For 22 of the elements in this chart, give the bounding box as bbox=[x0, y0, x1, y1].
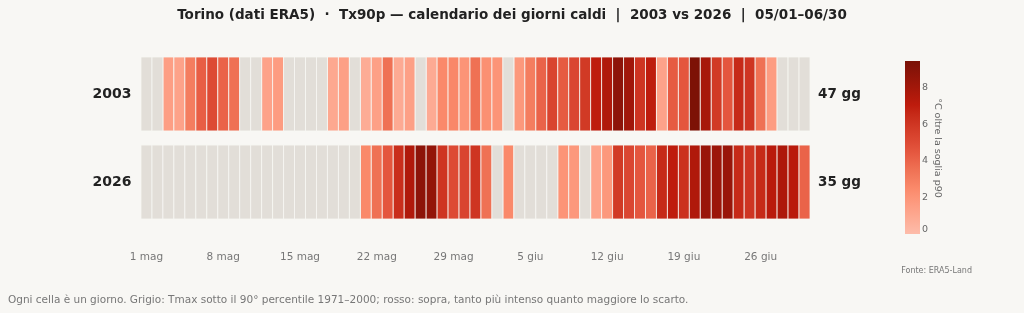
chart-title: Torino (dati ERA5) · Tx90p — calendario dei giorni caldi | 2003 vs 2026 | 05/01–06/30 bbox=[176, 6, 848, 22]
y-tick-label: 2003 bbox=[92, 84, 132, 101]
source-note: Fonte: ERA5-Land bbox=[901, 266, 972, 275]
color-bar-label: 4 bbox=[922, 154, 929, 166]
x-tick-label: 8 mag bbox=[206, 249, 240, 262]
x-tick-label: 5 giu bbox=[517, 249, 544, 262]
y2-tick-label: 35 gg bbox=[818, 173, 861, 190]
color-bar-label: 8 bbox=[922, 80, 929, 92]
color-bar-label: 2 bbox=[922, 191, 929, 203]
color-bar-label: 0 bbox=[922, 223, 929, 234]
text: Ogni cella è un giorno. Grigio: Tmax sotto il 90° percentile 1971–2000; rosso: sopra, tanto più intenso quanto maggiore lo scarto. bbox=[8, 293, 689, 305]
y-tick-label: 2026 bbox=[92, 173, 132, 190]
x-tick-label: 29 mag bbox=[433, 249, 474, 262]
x-tick-label: 22 mag bbox=[356, 249, 397, 262]
x-tick-label: 19 giu bbox=[667, 249, 701, 262]
color-bar-label: 6 bbox=[922, 117, 929, 129]
x-tick-label: 26 giu bbox=[744, 249, 778, 262]
y2-tick-label: 47 gg bbox=[818, 84, 861, 101]
x-tick-label: 1 mag bbox=[129, 249, 164, 262]
color-bar-title: °C oltre la soglia p90 bbox=[933, 98, 944, 198]
x-tick-label: 15 mag bbox=[280, 249, 321, 262]
x-tick-label: 12 giu bbox=[590, 249, 624, 262]
